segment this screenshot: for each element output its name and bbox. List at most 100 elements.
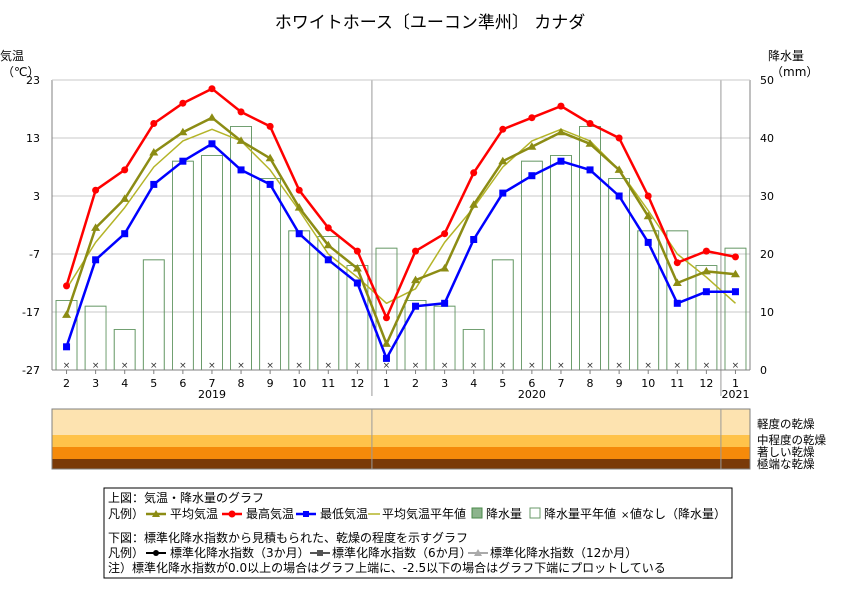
drought-level-label: 極端な乾燥 (757, 457, 815, 471)
point-min (295, 230, 303, 238)
legend-precip-swatch (471, 507, 483, 519)
point-min (92, 256, 100, 264)
legend-no-value-marker: × (621, 510, 629, 521)
point-avg (178, 127, 188, 136)
point-min (237, 166, 245, 174)
legend-line1: 上図：気温・降水量のグラフ (108, 490, 264, 505)
normal-precip-bar (142, 259, 165, 371)
y-left-tick-label: 3 (33, 190, 40, 203)
point-min (470, 236, 478, 243)
point-avg (323, 240, 333, 249)
x-tick-label: 5 (499, 377, 506, 390)
legend-spi3-label: 標準化降水指数（3か月） (170, 545, 310, 560)
precip-bar (172, 160, 194, 371)
normal-precip-bar (172, 160, 194, 371)
drought-level-label: 著しい乾燥 (757, 445, 815, 459)
x-tick-label: 2 (63, 377, 70, 390)
drought-band (52, 459, 750, 469)
legend-note: 注）標準化降水指数が0.0以上の場合はグラフ上端に、-2.5以下の場合はグラフ下… (108, 560, 666, 575)
point-avg (643, 211, 653, 220)
y-left-label-1: 気温 (0, 48, 24, 63)
legend-spi12-label: 標準化降水指数（12か月） (490, 545, 637, 560)
x-tick-label: 10 (641, 377, 655, 390)
legend-hanrei2: 凡例） (108, 546, 144, 560)
missing-marker: × (703, 361, 711, 371)
legend-spi6-label: 標準化降水指数（6か月） (332, 545, 472, 560)
missing-marker: × (557, 361, 565, 371)
point-max (150, 120, 158, 127)
point-avg (352, 264, 362, 272)
normal-precip-bar (579, 126, 601, 371)
precip-bar (201, 154, 223, 371)
series-line-最高気温 (65, 87, 736, 320)
point-max (731, 253, 739, 261)
point-min (179, 157, 187, 165)
x-tick-label: 8 (587, 377, 594, 390)
point-max (237, 108, 245, 116)
x-tick-label: 6 (528, 377, 535, 390)
point-avg (672, 278, 682, 286)
point-min (208, 140, 216, 148)
precip-bar (724, 247, 747, 371)
point-max (63, 282, 71, 290)
point-max (586, 120, 594, 127)
y-right-tick-label: 20 (760, 248, 774, 261)
point-avg (236, 136, 246, 144)
point-avg (498, 156, 508, 165)
y-right-label-2: （mm） (771, 65, 818, 79)
missing-marker: × (644, 361, 652, 371)
legend-max-marker (228, 510, 236, 518)
x-tick-label: 4 (470, 377, 477, 390)
precip-bar (491, 259, 514, 371)
y-right-tick-label: 10 (760, 306, 774, 319)
point-avg (701, 266, 711, 275)
missing-marker: × (63, 361, 71, 371)
legend-spi12-marker (474, 549, 482, 556)
point-min (266, 180, 274, 188)
normal-precip-bar (637, 230, 660, 371)
normal-precip-bar (695, 265, 718, 371)
point-min (63, 343, 71, 351)
point-min (324, 256, 332, 264)
legend-min-label: 最低気温 (320, 506, 368, 521)
legend-min-marker (303, 511, 309, 517)
point-max (644, 192, 652, 200)
missing-marker: × (499, 361, 507, 371)
point-max (353, 247, 361, 255)
point-avg (294, 203, 304, 211)
legend-box: 上図：気温・降水量のグラフ 凡例） 平均気温 最高気温 最低気温 平均気温平年値… (103, 487, 733, 579)
drought-band (52, 409, 750, 435)
point-max (179, 99, 187, 107)
point-min (499, 189, 507, 197)
point-min (412, 302, 420, 310)
point-min (150, 180, 158, 188)
precip-bar (404, 299, 427, 371)
point-avg (527, 142, 537, 150)
point-min (702, 288, 710, 296)
x-tick-label: 11 (670, 377, 684, 390)
normal-precip-bar (375, 247, 398, 371)
point-max (673, 259, 681, 267)
missing-marker: × (674, 361, 682, 371)
precip-bar (637, 230, 660, 371)
x-tick-label: 6 (179, 377, 186, 390)
point-avg (730, 269, 740, 278)
missing-marker: × (325, 361, 333, 371)
point-avg (411, 275, 421, 284)
legend-normal-temp-label: 平均気温平年値 (382, 506, 466, 521)
point-max (615, 134, 623, 142)
x-tick-label: 12 (699, 377, 713, 390)
x-tick-label: 1 (732, 377, 739, 390)
point-min (382, 354, 390, 362)
year-label: 2021 (721, 388, 749, 401)
missing-marker: × (92, 361, 100, 371)
point-min (673, 299, 681, 307)
drought-band (52, 435, 750, 447)
point-min (441, 299, 449, 307)
point-max (382, 314, 390, 322)
legend-normal-precip-label: 降水量平年値 (544, 506, 616, 521)
point-avg (62, 310, 72, 318)
series-line-最低気温 (65, 142, 736, 360)
